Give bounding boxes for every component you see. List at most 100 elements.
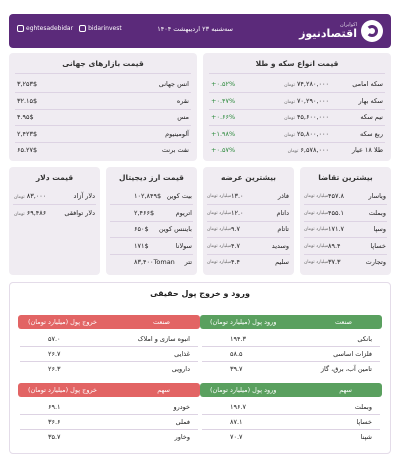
crypto-row: بایننس کوین ۶۵۰$ (106, 222, 197, 236)
row-name: انبوه سازی و املاک (137, 335, 190, 343)
demand-name: خساپا (370, 241, 386, 250)
row-value: ۳۹.۷ (230, 365, 243, 373)
coin-price-value: ۴۵,۶۰۰,۰۰۰ (296, 113, 329, 121)
crypto-title: قیمت ارز دیجیتال (119, 173, 184, 182)
social-handle-2[interactable]: bidarinvest (88, 25, 122, 32)
table-row: خودرو ۶۹.۱ (18, 401, 200, 413)
row-value: ۳۵.۷ (48, 433, 61, 441)
row-divider (20, 429, 198, 430)
social-handle-1[interactable]: eghtesadebidar (26, 25, 74, 32)
supply-name: وسدید (271, 241, 289, 250)
table-row: فملی ۳۶.۶ (18, 416, 200, 428)
global-markets-card: قیمت بازارهای جهانی انس جهانی ۳,۲۵۳$ نقره ۳… (9, 53, 197, 161)
demand-unit: میلیارد تومان (304, 243, 329, 249)
supply-row: فاذر ۱۳.۰ میلیارد تومان (203, 189, 294, 203)
coin-change: +۰.۵۲% (211, 80, 236, 88)
demand-row: وسپا ۱۷۱.۷ میلیارد تومان (300, 222, 391, 236)
global-row: نفت برنت ۶۵.۲۷$ (9, 143, 197, 157)
row-divider (110, 204, 193, 205)
demand-value: ۸۹.۴ (328, 241, 341, 250)
table-header: صنعت ورود پول (میلیارد تومان) (200, 315, 382, 329)
row-value: ۸۷.۱ (230, 418, 243, 426)
supply-unit: میلیارد تومان (207, 210, 232, 216)
row-value: ۲۶.۷ (48, 350, 61, 358)
supply-row: سلیم ۴.۴ میلیارد تومان (203, 255, 294, 269)
inflow-industry-table: صنعت ورود پول (میلیارد تومان) بانکی ۱۹۴.۳ فل… (200, 315, 382, 379)
table-row: تامین آب، برق، گاز ۳۹.۷ (200, 363, 382, 375)
table-row: خساپا ۸۷.۱ (200, 416, 382, 428)
outflow-industry-table: صنعت خروج پول (میلیارد تومان) انبوه سازی و… (18, 315, 200, 379)
crypto-name: بایننس کوین (158, 225, 192, 233)
demand-unit: میلیارد تومان (304, 227, 329, 232)
demand-unit: میلیارد تومان (304, 210, 329, 216)
global-value: ۴.۹۵$ (17, 113, 34, 121)
coin-price-unit: تومان (284, 83, 295, 88)
coin-price-unit: تومان (287, 149, 299, 154)
crypto-name: تتر (184, 258, 192, 266)
row-divider (20, 346, 198, 347)
row-value: ۱۹۴.۳ (230, 335, 247, 343)
global-value: ۲,۴۲۳$ (17, 129, 38, 138)
demand-value: ۴۵۵.۱ (328, 208, 345, 217)
row-value: ۷۰.۷ (230, 433, 243, 441)
row-name: بانکی (357, 335, 372, 343)
global-name: انس جهانی (158, 80, 189, 88)
crypto-row: سولانا ۱۷۱$ (106, 239, 197, 253)
crypto-name: بیت کوین (166, 192, 192, 200)
global-row: نقره ۳۲.۱۵$ (9, 94, 197, 108)
row-name: دارویی (171, 365, 190, 373)
coin-change: +۱.۹۸% (211, 129, 236, 138)
crypto-name: سولانا (175, 241, 192, 250)
crypto-value: ۱۷۱$ (134, 241, 149, 250)
row-divider (304, 237, 387, 238)
dollar-title: قیمت دلار (35, 173, 74, 182)
demand-name: ویاسار (368, 192, 387, 200)
dollar-amount: ۶۹,۴۸۶ (26, 208, 47, 217)
supply-value: ۱۳.۰ (231, 192, 244, 200)
demand-name: وبملت (368, 208, 386, 217)
global-name: نقره (176, 96, 189, 105)
row-divider (202, 429, 380, 430)
row-name: خودرو (173, 403, 190, 411)
row-value: ۳۶.۶ (48, 418, 61, 426)
supply-unit: میلیارد تومان (207, 227, 232, 232)
table-row: دارویی ۲۶.۳ (18, 363, 200, 375)
header-col-value: ورود پول (میلیارد تومان) (210, 318, 277, 326)
row-name: تامین آب، برق، گاز (320, 365, 372, 373)
table-row: وخاور ۳۵.۷ (18, 431, 200, 443)
row-name: شپنا (360, 433, 372, 441)
row-divider (20, 414, 198, 415)
coin-price: ۷۴,۲۸۰,۰۰۰ تومان (284, 77, 329, 93)
coin-price: ۷۰,۲۹۰,۰۰۰ تومان (284, 94, 329, 110)
header-col-value: خروج پول (میلیارد تومان) (28, 318, 98, 326)
demand-row: ویاسار ۴۵۷.۸ میلیارد تومان (300, 189, 391, 203)
row-divider (13, 204, 96, 205)
crypto-value: ۲,۴۶۶$ (134, 208, 155, 217)
row-name: خساپا (356, 418, 372, 426)
header-bar: اکوایران اقتصادنیوز سه‌شنبه ۲۳ اردیبهشت … (9, 14, 391, 48)
row-divider (15, 108, 191, 110)
coin-price: ۴۵,۶۰۰,۰۰۰ تومان (284, 110, 329, 126)
coin-name: سکه امامی (352, 80, 383, 88)
dollar-card: قیمت دلار دلار آزاد ۸۳,۰۰۰ تومان دلار تواف… (9, 167, 100, 275)
row-divider (202, 414, 380, 415)
money-flow-section: ورود و خروج پول حقیقی صنعت ورود پول (میلی… (9, 282, 391, 454)
supply-title: بیشترین عرضه (221, 173, 276, 182)
row-divider (207, 220, 290, 222)
row-name: وبملت (354, 403, 372, 411)
table-header: سهم ورود پول (میلیارد تومان) (200, 383, 382, 397)
row-divider (207, 253, 290, 255)
global-row: آلومینیوم ۲,۴۲۳$ (9, 127, 197, 141)
row-value: ۵۸.۵ (230, 350, 243, 358)
supply-unit: میلیارد تومان (207, 243, 232, 249)
dollar-row: دلار آزاد ۸۳,۰۰۰ تومان (9, 189, 100, 203)
demand-row: وتجارت ۳۷.۳ میلیارد تومان (300, 255, 391, 269)
coin-row: سکه بهار ۷۰,۲۹۰,۰۰۰ تومان +۰.۴۷% (203, 94, 391, 108)
row-value: ۵۷.۰ (48, 335, 61, 343)
row-divider (304, 220, 387, 222)
row-divider (304, 204, 387, 205)
header-col-name: سهم (157, 386, 170, 394)
global-name: آلومینیوم (165, 129, 189, 138)
global-value: ۶۵.۲۷$ (17, 146, 38, 154)
row-name: وخاور (174, 433, 190, 441)
